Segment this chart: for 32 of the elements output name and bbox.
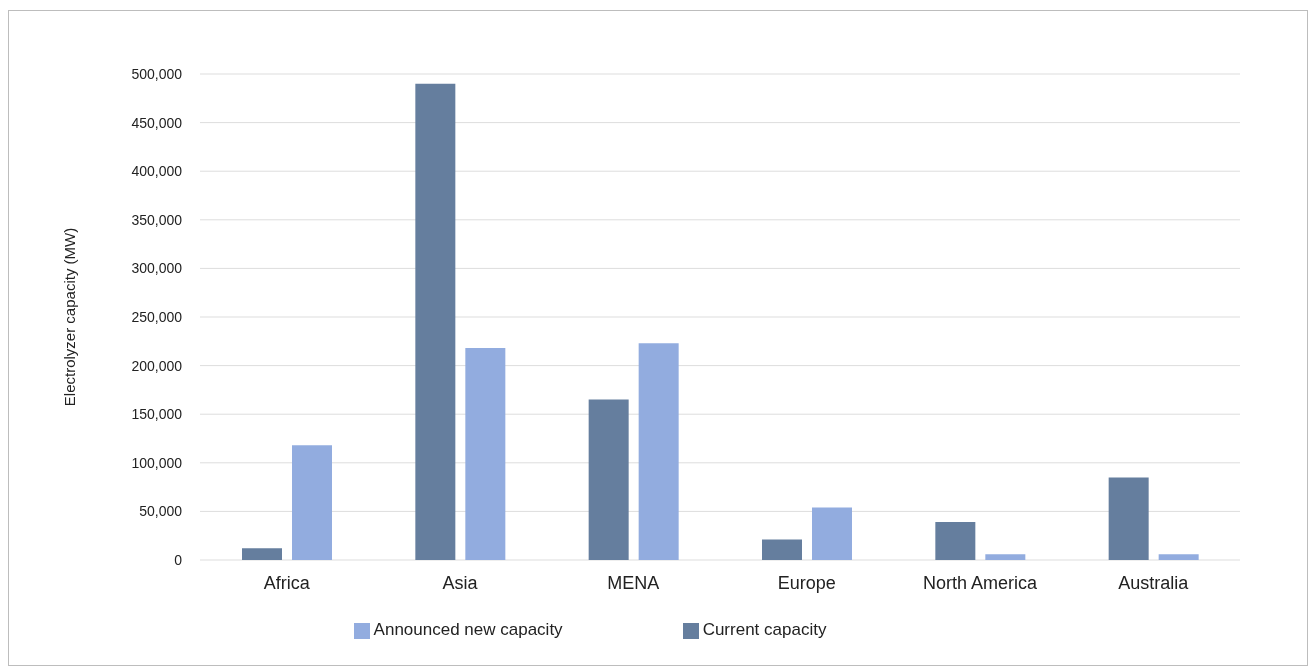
bar (465, 348, 506, 560)
x-tick-label: Australia (1118, 572, 1190, 593)
bar (762, 539, 802, 560)
legend-label: Current capacity (702, 620, 827, 639)
bar (812, 507, 852, 560)
y-tick-label: 350,000 (131, 211, 183, 228)
y-tick-label: 300,000 (131, 260, 183, 277)
y-axis-title: Electrolyzer capacity (MW) (61, 227, 79, 407)
bar (292, 445, 332, 560)
y-tick-label: 150,000 (131, 406, 183, 423)
legend-label: Announced new capacity (373, 620, 563, 639)
y-tick-label: 50,000 (139, 503, 183, 520)
x-tick-label: Africa (263, 572, 311, 593)
x-tick-label: Europe (777, 572, 836, 593)
y-tick-label: 100,000 (131, 454, 183, 471)
bar (1108, 477, 1149, 560)
y-tick-label: 450,000 (131, 114, 183, 131)
bar (935, 522, 976, 560)
x-tick-label: Asia (442, 572, 479, 593)
x-tick-label: North America (922, 572, 1038, 593)
y-tick-label: 200,000 (131, 357, 183, 374)
y-tick-label: 250,000 (131, 308, 183, 325)
bar (588, 399, 629, 560)
x-tick-label: MENA (607, 572, 660, 593)
bar (638, 343, 679, 560)
y-tick-label: 400,000 (131, 163, 183, 180)
y-tick-label: 0 (174, 551, 183, 568)
bar (1158, 554, 1199, 560)
bar (415, 83, 456, 560)
y-tick-label: 500,000 (131, 65, 183, 82)
bar (985, 554, 1026, 560)
bar (242, 548, 282, 560)
